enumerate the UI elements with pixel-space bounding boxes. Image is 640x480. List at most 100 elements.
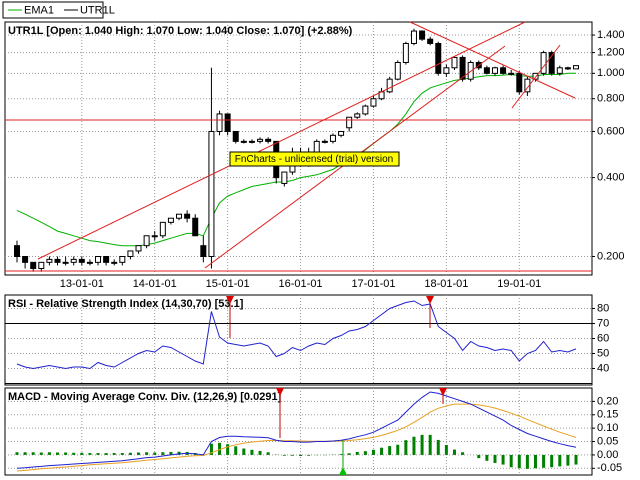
y-tick-label: -0.05 <box>597 462 622 474</box>
histogram-bar <box>56 452 60 455</box>
candle-body <box>176 213 183 219</box>
candle-body <box>119 256 126 263</box>
y-tick-label: 0.05 <box>597 435 618 447</box>
candle-body <box>573 65 579 70</box>
candle-body <box>532 72 539 80</box>
background-layer: 13-01-01 14-01-01 15-01-01 16-01-01 17-01-01… <box>4 21 625 476</box>
histogram-bar <box>250 449 254 455</box>
candle-body <box>127 250 134 258</box>
y-tick-label: 0.400 <box>597 172 625 184</box>
y-tick-label: 0.800 <box>597 93 625 105</box>
histogram-bar <box>104 453 108 455</box>
candle-body <box>435 42 442 74</box>
x-tick-label: 19-01-01 <box>497 278 541 290</box>
y-tick-label: 1.200 <box>597 46 625 58</box>
candle-body <box>313 140 320 153</box>
candle-body <box>265 138 272 142</box>
series-line <box>16 391 577 469</box>
candle-body <box>111 261 118 264</box>
y-tick-label: 0.10 <box>597 422 618 434</box>
candle-body <box>184 213 191 219</box>
candle-body <box>281 171 288 184</box>
trend-line <box>37 21 526 260</box>
buy-signal <box>339 467 347 475</box>
histogram-bar <box>347 453 351 455</box>
series-line <box>16 300 577 370</box>
histogram-bar <box>509 454 513 468</box>
candle-body <box>70 258 77 263</box>
overlay-layer: FnCharts - unlicensed (trial) version <box>5 21 592 475</box>
candle-body <box>362 105 369 115</box>
histogram-bar <box>120 453 124 455</box>
candle-body <box>200 245 207 258</box>
histogram-bar <box>533 454 537 469</box>
histogram-bar <box>299 454 303 456</box>
histogram-bar <box>363 451 367 455</box>
y-tick-label: 0.200 <box>597 250 625 262</box>
candle-body <box>62 261 69 264</box>
y-tick-label: 40 <box>597 362 609 374</box>
panel-frame <box>4 294 593 386</box>
y-tick-label: 80 <box>597 302 609 314</box>
histogram-bar <box>517 454 521 469</box>
candle-body <box>135 245 142 252</box>
histogram-bar <box>525 454 529 469</box>
histogram-bar <box>566 454 570 466</box>
candle-body <box>321 140 328 143</box>
y-tick-label: 0.15 <box>597 409 618 421</box>
y-tick-label: 0.20 <box>597 395 618 407</box>
candle-body <box>491 67 498 74</box>
candle-body <box>224 113 231 132</box>
candle-body <box>329 134 336 142</box>
series-line <box>16 72 576 247</box>
sell-signal <box>276 388 284 396</box>
x-tick-label: 18-01-01 <box>424 278 468 290</box>
histogram-bar <box>355 451 359 455</box>
y-tick-label: 0.00 <box>597 449 618 461</box>
panel-title: UTR1L [Open: 1.040 High: 1.070 Low: 1.04… <box>8 25 353 37</box>
histogram-bar <box>380 447 384 455</box>
histogram-bar <box>307 454 311 456</box>
candle-body <box>143 235 150 247</box>
histogram-bar <box>550 454 554 468</box>
candle-body <box>95 256 102 263</box>
sell-signal <box>226 296 234 304</box>
series-line <box>16 403 577 472</box>
candle-body <box>402 42 409 63</box>
trend-line <box>511 44 561 109</box>
candle-body <box>151 235 158 238</box>
histogram-bar <box>493 454 497 463</box>
histogram-bar <box>461 452 465 455</box>
histogram-bar <box>128 452 132 455</box>
histogram-bar <box>501 454 505 465</box>
candle-body <box>394 61 401 80</box>
y-tick-label: 0.600 <box>597 125 625 137</box>
x-tick-label: 17-01-01 <box>351 278 395 290</box>
histogram-bar <box>153 452 157 455</box>
histogram-bar <box>80 452 84 455</box>
candle-body <box>248 140 255 143</box>
candle-body <box>338 130 345 136</box>
histogram-bar <box>31 452 35 455</box>
candle-body <box>540 52 547 74</box>
candle-body <box>78 258 85 263</box>
candle-body <box>216 113 223 132</box>
panel-title: RSI - Relative Strength Index (14,30,70)… <box>8 298 244 310</box>
histogram-bar <box>64 452 68 455</box>
candle-body <box>86 261 93 264</box>
candle-body <box>22 256 29 263</box>
candle-body <box>508 72 515 75</box>
candle-body <box>103 256 110 263</box>
histogram-bar <box>15 452 19 455</box>
histogram-bar <box>258 450 262 455</box>
histogram-bar <box>282 454 286 456</box>
candle-body <box>548 52 555 74</box>
sell-signal <box>426 296 434 304</box>
candle-body <box>451 56 458 69</box>
candle-body <box>192 217 199 237</box>
candle-body <box>240 140 247 143</box>
candle-body <box>14 245 20 258</box>
candle-body <box>232 130 239 142</box>
